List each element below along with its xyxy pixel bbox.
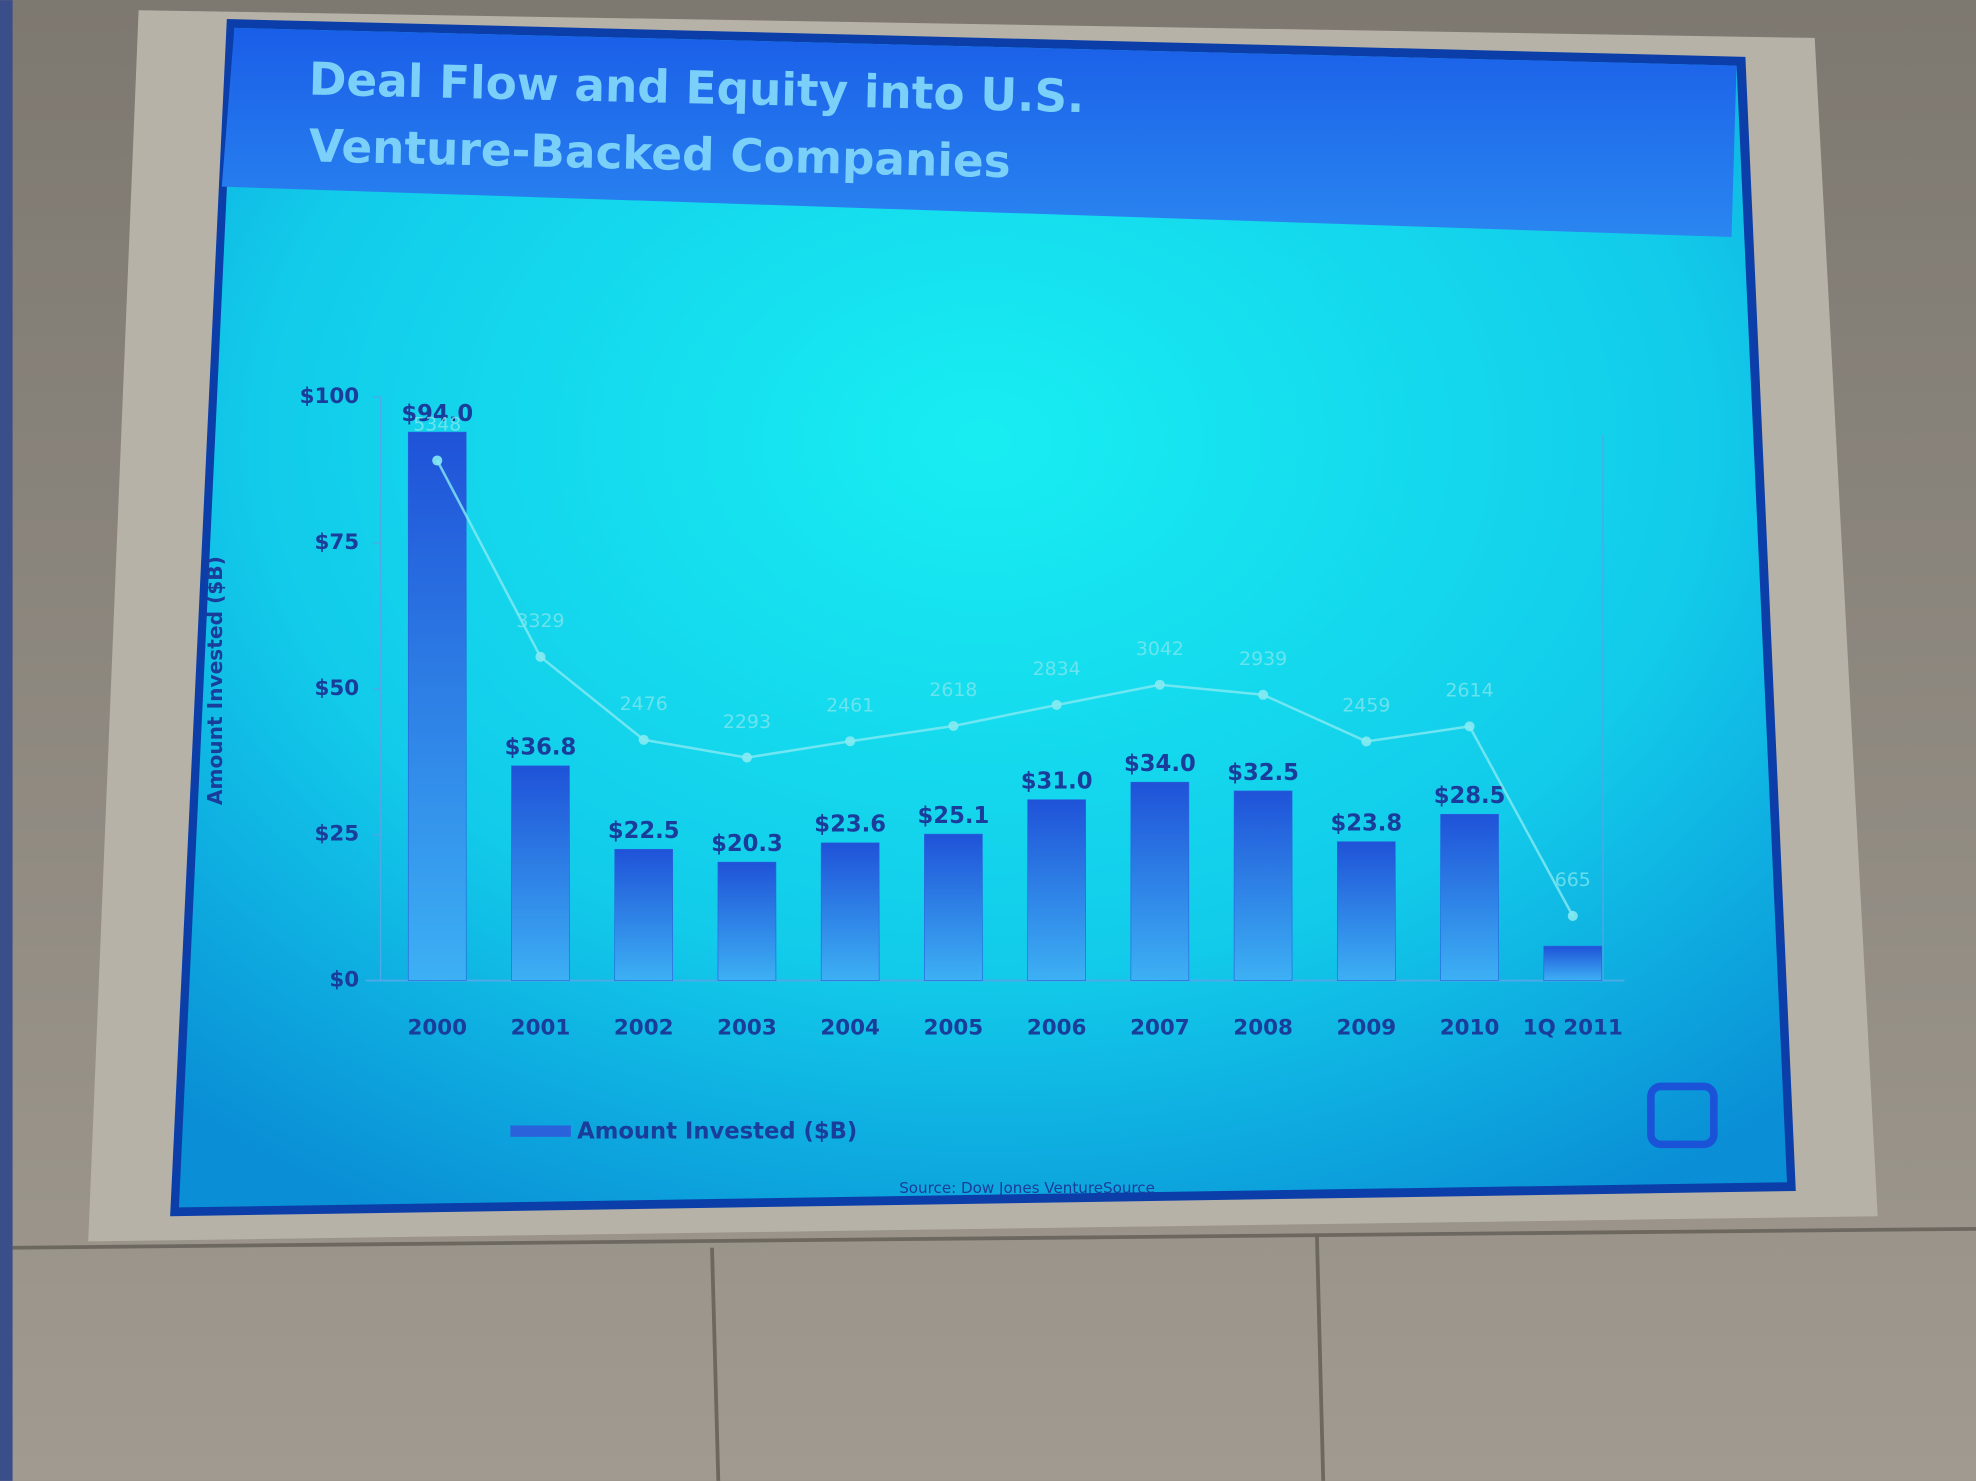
wall-seam <box>710 1247 721 1481</box>
value-label: $23.6 <box>814 812 886 838</box>
line-value-label: 665 <box>1555 869 1591 891</box>
value-label: $32.5 <box>1227 760 1299 786</box>
line-value-label: 2614 <box>1446 680 1494 702</box>
line-value-label: 2459 <box>1342 695 1390 717</box>
bar <box>1440 813 1499 981</box>
line-value-label: 3042 <box>1136 638 1184 660</box>
bar <box>1337 841 1396 981</box>
line-point <box>1464 721 1475 732</box>
line-value-label: 2461 <box>826 694 874 716</box>
x-tick-label: 2008 <box>1233 1015 1293 1040</box>
line-point <box>1154 679 1165 690</box>
line-value-label: 2618 <box>929 679 977 701</box>
line-point <box>1051 699 1062 711</box>
bar <box>717 861 777 981</box>
line-point <box>432 455 443 466</box>
value-label: $25.1 <box>918 803 990 829</box>
x-tick-label: 2004 <box>820 1015 880 1040</box>
x-tick-label: 2007 <box>1130 1015 1190 1040</box>
legend-swatch <box>510 1125 571 1137</box>
y-tick-label: $25 <box>314 822 359 847</box>
bar <box>407 431 467 981</box>
line-value-label: 2939 <box>1239 648 1287 670</box>
y-tick-label: $0 <box>329 968 359 993</box>
x-tick-label: 2001 <box>511 1015 571 1040</box>
line-value-label: 3329 <box>516 610 564 632</box>
legend-label: Amount Invested ($B) <box>577 1118 857 1144</box>
line-point <box>845 736 856 747</box>
x-tick-label: 2006 <box>1027 1015 1087 1040</box>
y-axis-label: Amount Invested ($B) <box>203 556 227 805</box>
value-label: $34.0 <box>1124 751 1196 777</box>
bar <box>511 765 570 981</box>
bar <box>820 842 880 981</box>
x-tick-label: 2000 <box>407 1015 467 1040</box>
line-point <box>638 734 649 745</box>
y-tick-label: $100 <box>300 384 360 409</box>
edge <box>0 0 13 1481</box>
value-label: $31.0 <box>1021 769 1093 795</box>
bar <box>1233 790 1293 981</box>
source-note: Source: Dow Jones VentureSource <box>899 1179 1155 1197</box>
x-tick-label: 2002 <box>614 1015 674 1040</box>
line-point <box>1361 736 1372 747</box>
line-point <box>1258 689 1269 700</box>
x-tick-label: 2003 <box>717 1015 777 1040</box>
value-label: $20.3 <box>711 831 783 857</box>
plot-area: $0 $25 $50 $75 $100 2000 2001 2002 2003 2004 2005 2… <box>300 384 1625 1040</box>
y-tick-label: $75 <box>314 530 359 555</box>
value-label: $28.5 <box>1434 783 1506 809</box>
x-tick-label: 2005 <box>924 1015 984 1040</box>
line-point <box>741 752 752 763</box>
line-series <box>436 459 1574 917</box>
line-value-label: 2476 <box>620 693 668 715</box>
value-label: $23.8 <box>1330 811 1402 837</box>
line-point <box>535 651 546 662</box>
value-label: $36.8 <box>505 735 577 761</box>
wall-seam <box>1315 1235 1326 1481</box>
line-point <box>948 720 959 732</box>
bar <box>614 848 674 981</box>
x-tick-label: 1Q 2011 <box>1523 1015 1623 1040</box>
line-point <box>1567 910 1578 921</box>
value-label: $22.5 <box>608 818 680 844</box>
bar <box>924 833 983 981</box>
bar <box>1027 799 1086 981</box>
logo <box>1647 1082 1718 1149</box>
x-tick-label: 2010 <box>1440 1015 1500 1040</box>
slide-header <box>221 27 1737 238</box>
value-label: $94.0 <box>401 401 473 427</box>
x-tick-label: 2009 <box>1337 1015 1397 1040</box>
line-value-label: 5348 <box>413 414 461 436</box>
bar <box>1543 945 1603 981</box>
y-tick-label: $50 <box>314 676 359 701</box>
line-value-label: 2834 <box>1033 658 1081 680</box>
line-value-label: 2293 <box>723 711 771 733</box>
bar <box>1130 781 1190 981</box>
wall-seam <box>12 1226 1976 1250</box>
